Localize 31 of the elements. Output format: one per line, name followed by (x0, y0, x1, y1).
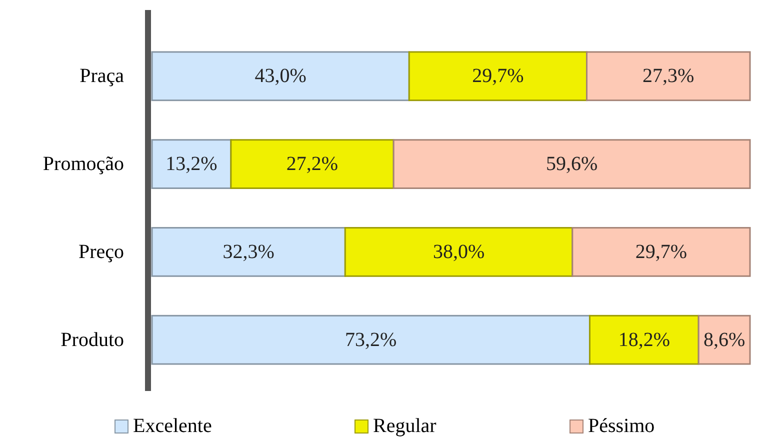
legend-label: Excelente (133, 415, 212, 437)
bar (572, 227, 751, 277)
data-label: 59,6% (546, 153, 598, 176)
y-tick-label: Produto (60, 328, 124, 351)
legend-label: Regular (373, 415, 437, 437)
data-label: 27,2% (286, 153, 338, 176)
data-label: 27,3% (642, 65, 694, 88)
data-label: 73,2% (345, 328, 397, 351)
legend-label: Péssimo (588, 415, 655, 437)
bar (392, 139, 751, 189)
bar (586, 51, 751, 102)
data-label: 38,0% (432, 240, 485, 263)
bar (588, 314, 700, 365)
y-tick-label: Preço (78, 240, 124, 263)
bar (151, 139, 232, 189)
data-label: 29,7% (635, 240, 688, 263)
bar (151, 227, 346, 277)
data-label: 43,0% (254, 65, 306, 88)
data-label: 32,3% (222, 240, 274, 263)
data-label: 18,2% (618, 328, 670, 351)
bar (698, 314, 751, 365)
y-tick-label: Praça (80, 65, 124, 88)
bar (151, 51, 410, 102)
data-label: 8,6% (703, 328, 746, 351)
bar (408, 51, 588, 102)
y-tick-label: Promoção (42, 153, 124, 176)
data-label: 13,2% (166, 153, 218, 176)
data-label: 29,7% (472, 65, 524, 88)
bar (344, 227, 574, 277)
bar (230, 139, 394, 189)
bar (151, 314, 590, 365)
